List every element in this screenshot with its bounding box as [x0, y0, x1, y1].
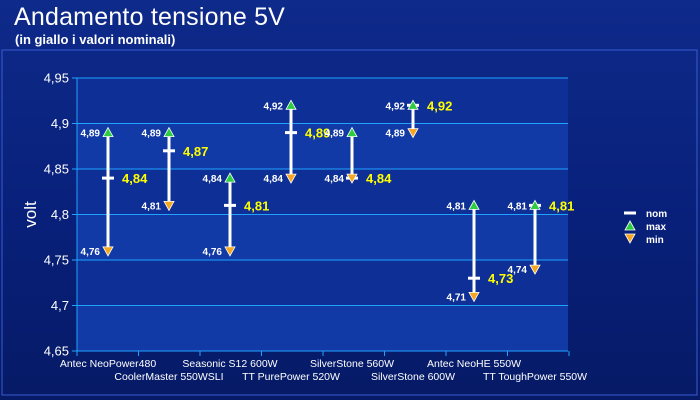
min-value-label: 4,74	[508, 265, 528, 276]
min-value-label: 4,76	[203, 247, 223, 258]
y-tick-label: 4,85	[44, 162, 69, 177]
x-category-label: SilverStone 560W	[310, 358, 394, 370]
max-value-label: 4,89	[142, 129, 162, 140]
plot-band	[77, 260, 568, 306]
x-category-label: Antec NeoHE 550W	[427, 358, 521, 370]
legend-label-max: max	[646, 222, 666, 233]
max-value-label: 4,89	[81, 129, 101, 140]
x-category-label: Antec NeoPower480	[60, 358, 156, 370]
min-marker	[102, 246, 114, 257]
max-marker	[407, 99, 419, 110]
legend-label-nom: nom	[646, 209, 667, 220]
min-marker	[346, 173, 358, 184]
x-category-label: TT ToughPower 550W	[483, 371, 587, 383]
min-marker	[224, 246, 236, 257]
legend-min-marker	[624, 233, 636, 244]
plot-band	[77, 169, 568, 215]
min-value-label: 4,89	[386, 129, 406, 140]
chart-title: Andamento tensione 5V	[14, 3, 286, 31]
nom-value-label: 4,81	[549, 198, 574, 213]
max-marker	[468, 199, 480, 210]
nom-value-label: 4,81	[244, 198, 269, 213]
x-category-label: CoolerMaster 550WSLI	[114, 371, 223, 383]
min-value-label: 4,71	[447, 292, 467, 303]
max-value-label: 4,81	[447, 201, 467, 212]
nom-value-label: 4,73	[488, 271, 513, 286]
y-tick-label: 4,65	[44, 344, 69, 359]
legend-max-marker	[624, 220, 636, 231]
legend-label-min: min	[646, 235, 664, 246]
y-tick-label: 4,95	[44, 71, 69, 86]
min-marker	[407, 128, 419, 139]
min-value-label: 4,81	[142, 201, 162, 212]
max-marker	[285, 99, 297, 110]
min-marker	[468, 291, 480, 303]
max-marker	[529, 199, 541, 210]
nom-value-label: 4,92	[427, 98, 452, 113]
plot-band	[77, 305, 568, 351]
max-value-label: 4,89	[325, 129, 345, 140]
x-category-label: SilverStone 600W	[371, 371, 455, 383]
nom-value-label: 4,84	[366, 171, 392, 186]
min-value-label: 4,84	[325, 174, 345, 185]
y-tick-label: 4,75	[44, 253, 69, 268]
outer-panel	[1, 49, 698, 396]
nom-value-label: 4,89	[305, 126, 330, 141]
nom-value-label: 4,84	[122, 171, 148, 186]
min-value-label: 4,76	[81, 247, 101, 258]
plot-band	[77, 123, 568, 169]
max-value-label: 4,81	[508, 201, 528, 212]
x-category-label: TT PurePower 520W	[242, 371, 340, 383]
min-marker	[285, 173, 297, 184]
max-marker	[102, 126, 114, 138]
max-value-label: 4,92	[264, 101, 284, 112]
y-axis-label: volt	[21, 201, 40, 228]
max-marker	[346, 126, 358, 138]
nom-value-label: 4,87	[183, 144, 208, 159]
max-marker	[163, 126, 175, 138]
y-tick-label: 4,9	[51, 116, 69, 131]
x-category-label: Seasonic S12 600W	[182, 358, 277, 370]
plot-band	[77, 214, 568, 260]
max-value-label: 4,84	[203, 174, 223, 185]
min-marker	[163, 200, 175, 212]
max-marker	[224, 172, 236, 183]
chart-subtitle: (in giallo i valori nominali)	[15, 32, 176, 47]
y-tick-label: 4,8	[51, 207, 69, 222]
plot-band	[77, 78, 568, 124]
y-tick-label: 4,7	[51, 298, 69, 313]
max-value-label: 4,92	[386, 101, 406, 112]
min-value-label: 4,84	[264, 174, 284, 185]
min-marker	[529, 264, 541, 275]
